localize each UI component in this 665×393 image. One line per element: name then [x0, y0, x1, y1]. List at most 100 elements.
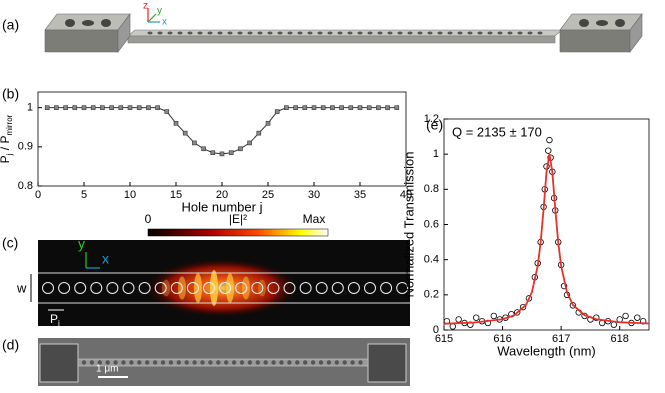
device-render — [44, 8, 643, 53]
hole — [527, 31, 533, 35]
data-line — [47, 107, 397, 155]
data-point — [610, 321, 618, 328]
hole — [396, 282, 409, 294]
hole — [186, 282, 199, 294]
data-point — [449, 323, 456, 330]
y-label-main: P — [0, 155, 12, 163]
marker — [219, 151, 225, 157]
marker — [293, 105, 298, 110]
y-tick-label: 1.2 — [424, 113, 439, 125]
period-label: Pj — [50, 312, 60, 328]
y-tick-label: 0.8 — [18, 180, 33, 192]
hole — [192, 360, 197, 365]
hole — [227, 31, 233, 35]
hole — [160, 360, 166, 365]
hole — [74, 282, 87, 294]
x-tick-label: 618 — [611, 333, 629, 345]
hole — [42, 282, 54, 294]
hole — [315, 282, 328, 294]
hole — [317, 31, 323, 35]
hole — [121, 360, 126, 365]
marker — [228, 150, 234, 156]
marker — [72, 105, 78, 110]
data-point — [545, 147, 552, 154]
hole — [247, 31, 253, 35]
hole — [326, 360, 332, 365]
hole — [271, 360, 276, 365]
hole — [138, 282, 151, 294]
x-tick-label: 5 — [81, 189, 87, 201]
hole — [113, 360, 118, 365]
x-axis-label: Wavelength (nm) — [497, 343, 596, 358]
data-point — [473, 314, 480, 321]
hole — [318, 360, 324, 365]
x-tick-label: 30 — [308, 189, 320, 201]
field-lobe — [258, 279, 266, 297]
x-tick-label: 617 — [552, 333, 570, 345]
marker — [238, 146, 243, 152]
marker — [366, 105, 372, 110]
fit-line — [443, 154, 650, 325]
hole — [219, 282, 232, 294]
field-map — [30, 240, 410, 326]
marker — [385, 105, 390, 110]
y-tick-label: 0.6 — [424, 218, 439, 230]
data-point — [622, 312, 629, 320]
hole — [170, 282, 183, 294]
hole — [507, 31, 513, 35]
axis-label: y — [78, 236, 85, 252]
marker — [81, 105, 87, 110]
marker — [348, 105, 354, 110]
annotation: Q = 2135 ± 170 — [452, 124, 542, 139]
hole — [342, 360, 347, 365]
marker — [339, 105, 344, 110]
hole — [367, 31, 373, 35]
y-label-main: / P — [0, 136, 12, 154]
marker — [284, 105, 289, 110]
marker — [201, 146, 206, 152]
hole — [145, 360, 150, 365]
x-tick-label: 15 — [170, 189, 182, 201]
hole — [157, 31, 163, 35]
x-tick-label: 25 — [262, 189, 274, 201]
hole — [327, 31, 333, 35]
scale-bar-label: 1 μm — [96, 364, 118, 375]
hole — [277, 31, 283, 35]
hole — [89, 360, 95, 365]
sem-image — [38, 338, 410, 386]
hole — [247, 360, 253, 365]
y-tick-label: 0.8 — [424, 183, 439, 195]
period-main: P — [50, 312, 58, 326]
marker — [394, 105, 400, 110]
hole — [176, 360, 181, 365]
field-lobe — [226, 273, 234, 303]
hole — [303, 360, 308, 365]
hole — [208, 360, 213, 365]
marker — [210, 150, 216, 156]
hole — [517, 31, 523, 35]
x-tick-label: 616 — [493, 333, 511, 345]
marker — [274, 109, 280, 114]
hole — [231, 360, 237, 365]
hole — [283, 282, 296, 294]
axis-label: x — [162, 17, 167, 28]
marker — [146, 105, 151, 110]
hole — [427, 31, 433, 35]
hole — [152, 360, 158, 365]
hole — [279, 360, 284, 365]
hole — [81, 360, 87, 365]
marker — [164, 109, 170, 114]
panel-label: (a) — [2, 17, 19, 33]
hole — [287, 360, 292, 365]
x-tick-label: 10 — [124, 189, 136, 201]
hole — [105, 360, 110, 365]
hole — [347, 31, 353, 35]
field-lobe — [242, 276, 250, 300]
hole — [447, 31, 453, 35]
colorbar-min: 0 — [145, 212, 152, 226]
hole — [497, 31, 503, 35]
y-tick-label: 0 — [433, 324, 439, 336]
marker — [192, 140, 197, 146]
hole — [168, 360, 174, 365]
